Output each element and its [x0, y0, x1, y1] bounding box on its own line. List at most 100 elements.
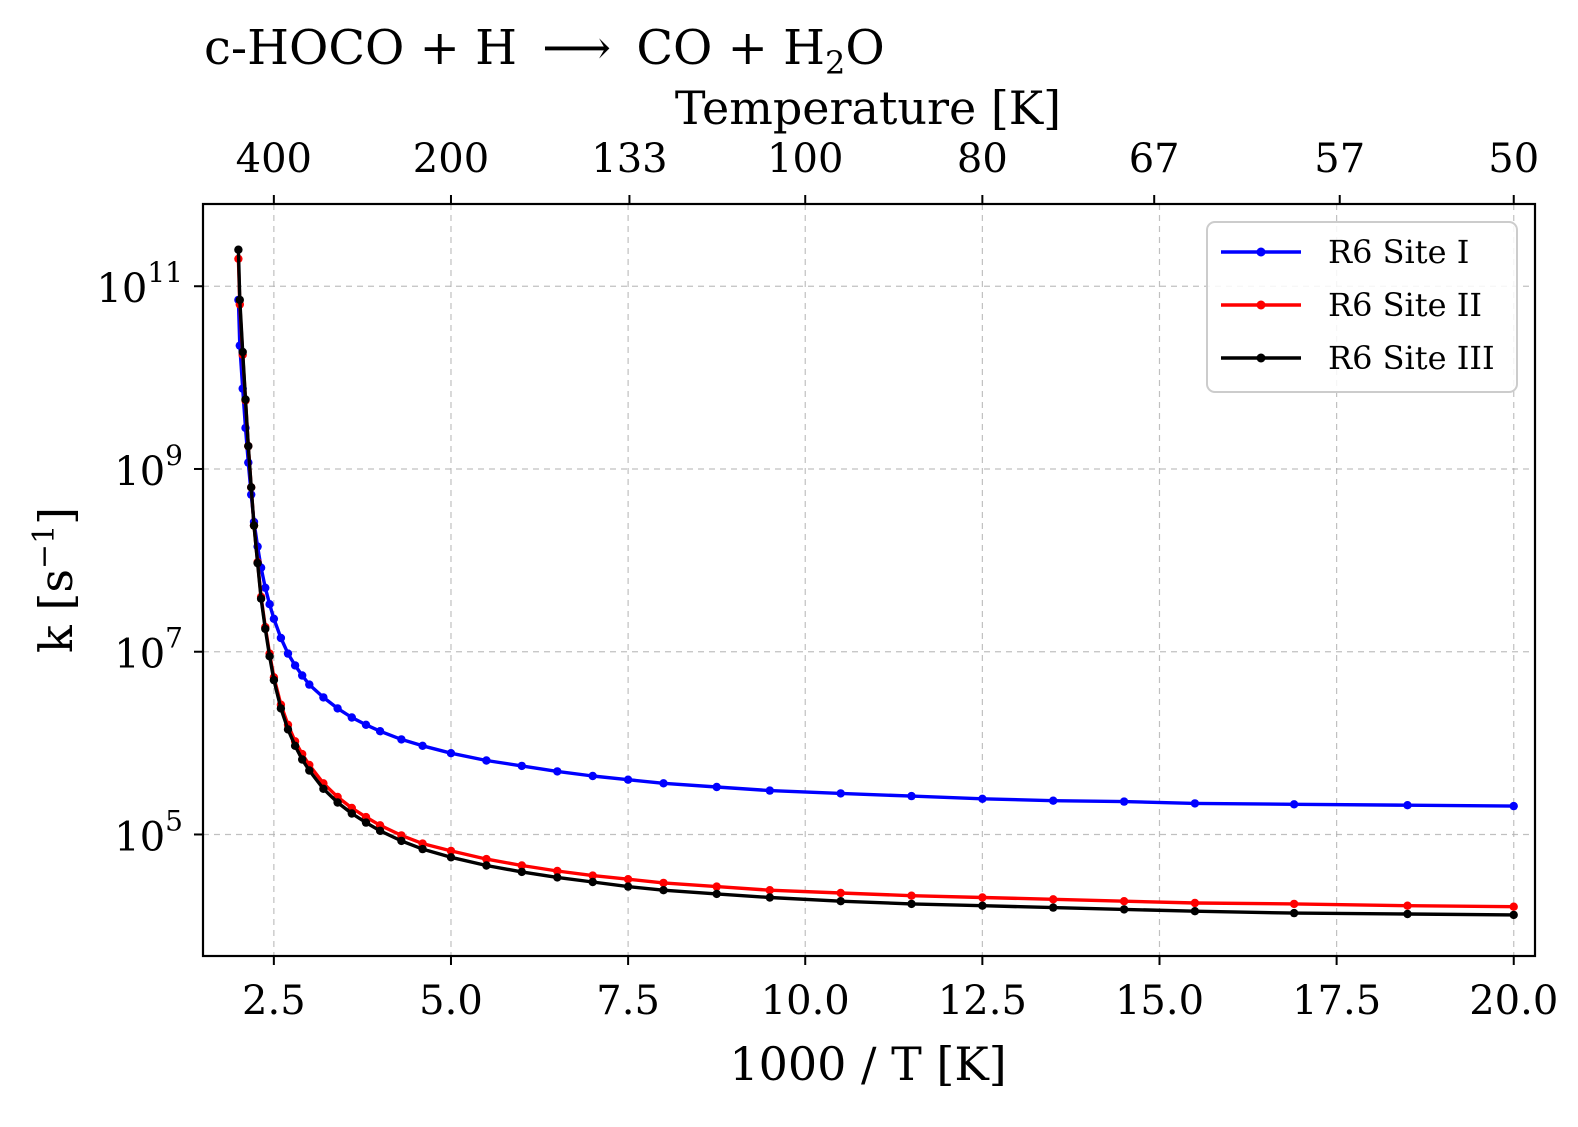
series-3-point — [283, 725, 293, 734]
series-3-point — [347, 809, 356, 818]
series-1-point — [623, 775, 633, 784]
y-tick-label: 109 — [114, 439, 183, 495]
y-tick-base: 10 — [96, 266, 147, 312]
series-3-point — [836, 897, 845, 906]
series-2-point — [907, 891, 916, 900]
legend-marker-1 — [1256, 247, 1266, 257]
series-2-point — [1190, 898, 1200, 908]
secondary-x-tick-label: 50 — [1488, 136, 1539, 182]
series-3-point — [276, 704, 286, 713]
series-3-point — [418, 844, 427, 854]
series-3-point — [907, 899, 916, 909]
series-3-point — [659, 886, 668, 895]
series-3-point — [553, 873, 562, 882]
legend-marker-3 — [1256, 353, 1266, 363]
series-1-point — [712, 782, 721, 792]
secondary-x-tick-label: 80 — [957, 136, 1008, 182]
series-layer — [234, 245, 1518, 920]
series-3-point — [1049, 903, 1058, 912]
series-3-point — [375, 826, 385, 835]
series-2-point — [765, 886, 774, 895]
series-1-point — [269, 614, 279, 623]
x-tick-label: 10.0 — [761, 978, 850, 1024]
series-2-point — [517, 861, 526, 870]
series-1-point — [1049, 796, 1058, 805]
series-2-point — [836, 888, 845, 898]
legend-marker-2 — [1256, 300, 1266, 310]
series-1-point — [261, 583, 270, 592]
title-rhs-b: O — [845, 20, 884, 76]
secondary-x-ticks: 400 200 133 100 80 67 57 50 — [236, 136, 1539, 204]
series-2-point — [553, 866, 562, 876]
secondary-x-tick-label: 57 — [1314, 136, 1365, 182]
y-axis-label: k [s−1] — [27, 507, 83, 653]
series-3-point — [241, 395, 250, 404]
y-tick-label: 1011 — [96, 256, 183, 312]
series-1-point — [347, 713, 356, 722]
series-3-point — [235, 295, 244, 305]
secondary-x-tick-label: 100 — [767, 136, 843, 182]
series-1-point — [588, 771, 597, 781]
series-2-point — [1509, 902, 1518, 911]
y-axis-label-close: ] — [29, 507, 83, 525]
series-2-point — [588, 871, 597, 880]
series-3-point — [319, 784, 328, 793]
title-rhs-a: CO + H — [636, 20, 825, 76]
x-tick-label: 2.5 — [242, 978, 306, 1024]
legend-label-1: R6 Site I — [1328, 233, 1469, 271]
series-2-point — [978, 893, 987, 902]
series-3-point — [623, 882, 633, 891]
series-1-point — [1509, 801, 1518, 811]
series-2-point — [482, 854, 491, 864]
series-1-point — [1403, 801, 1412, 810]
series-2-point — [1049, 895, 1058, 904]
y-axis-label-exp: −1 — [27, 525, 62, 569]
x-tick-label: 5.0 — [419, 978, 483, 1024]
series-3-point — [1403, 909, 1412, 919]
series-3-point — [253, 558, 262, 568]
secondary-x-tick-label: 400 — [236, 136, 312, 182]
title-lhs: c-HOCO + H — [204, 20, 517, 76]
series-1-point — [265, 600, 274, 609]
y-tick-base: 10 — [114, 814, 165, 860]
legend: R6 Site I R6 Site II R6 Site III — [1206, 221, 1518, 393]
series-3-point — [1119, 905, 1129, 914]
series-3-point — [397, 836, 406, 846]
series-line-3 — [236, 249, 1514, 917]
series-1-point — [659, 779, 668, 788]
series-3-point — [244, 441, 253, 451]
series-1-point — [517, 761, 526, 771]
series-3-point — [249, 521, 259, 530]
y-tick-exponent: 9 — [165, 439, 183, 472]
y-tick-label: 105 — [114, 804, 183, 860]
series-3-point — [261, 624, 270, 634]
series-3-point — [247, 483, 256, 492]
series-2-point — [1119, 897, 1129, 906]
series-2-point — [446, 846, 456, 856]
series-3-point — [298, 755, 307, 764]
y-tick-exponent: 7 — [165, 622, 183, 655]
series-1-point — [553, 767, 562, 776]
series-3-point — [1190, 907, 1200, 916]
secondary-x-tick-label: 133 — [591, 136, 667, 182]
chart-title: c-HOCO + H ⟶ CO + H2O — [204, 20, 885, 82]
series-3-point — [588, 877, 597, 887]
y-tick-label: 107 — [114, 622, 183, 678]
plot-frame — [201, 202, 1537, 958]
secondary-x-axis-label: Temperature [K] — [675, 81, 1061, 135]
legend-box — [1206, 221, 1518, 393]
series-1-point — [836, 789, 845, 798]
y-tick-exponent: 5 — [165, 804, 183, 837]
series-2-point — [659, 878, 668, 888]
series-3-point — [238, 347, 247, 357]
legend-label-2: R6 Site II — [1328, 286, 1482, 324]
series-3-point — [1289, 908, 1299, 918]
series-3-point — [305, 766, 314, 775]
title-arrow: ⟶ — [542, 20, 611, 76]
series-1-point — [907, 791, 916, 801]
series-1-point — [283, 649, 293, 658]
series-3-point — [978, 901, 987, 910]
x-tick-label: 17.5 — [1292, 978, 1381, 1024]
series-1-point — [482, 756, 491, 765]
